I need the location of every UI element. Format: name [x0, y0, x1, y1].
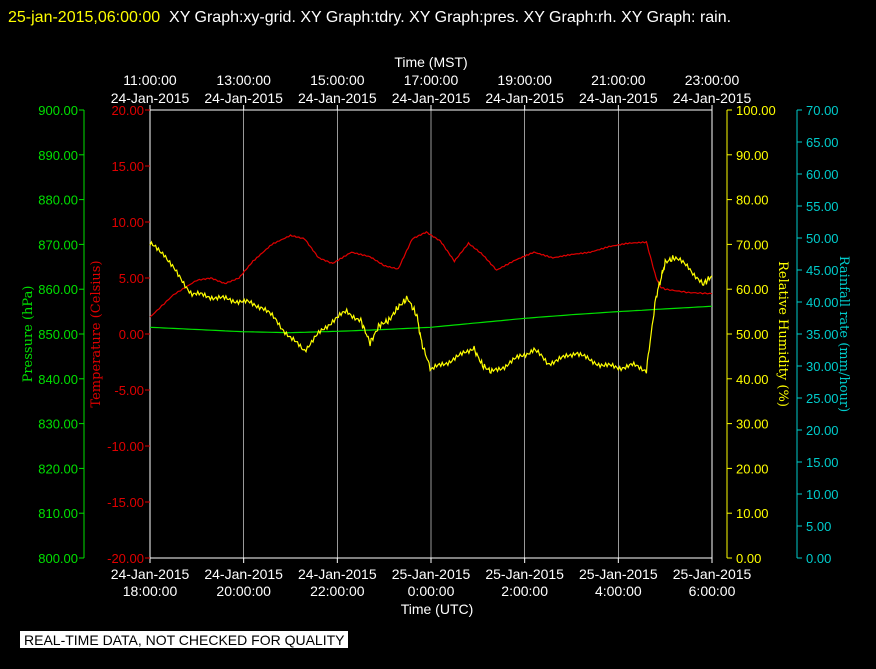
x-bottom-axis-label: Time (UTC) [401, 601, 474, 617]
pressure-tick-label: 810.00 [38, 506, 78, 521]
pressure-tick-label: 860.00 [38, 282, 78, 297]
series-line-pres [149, 305, 713, 334]
series-lines [149, 231, 713, 374]
x-bottom-tick-time: 0:00:00 [408, 583, 455, 599]
humidity-tick-label: 50.00 [736, 327, 769, 342]
x-top-tick-time: 11:00:00 [123, 72, 177, 88]
temperature-tick-label: 0.00 [119, 327, 144, 342]
humidity-tick-label: 70.00 [736, 237, 769, 252]
pressure-tick-label: 850.00 [38, 327, 78, 342]
axis-ticks: 24-Jan-201518:00:0024-Jan-201520:00:0024… [38, 72, 838, 599]
temperature-tick-label: -5.00 [114, 383, 144, 398]
x-top-tick-time: 19:00:00 [497, 72, 552, 88]
x-bottom-tick-time: 18:00:00 [123, 583, 178, 599]
rain-axis-label: Rainfall rate (mm/hour) [836, 256, 851, 412]
rain-tick-label: 10.00 [806, 487, 839, 502]
rain-tick-label: 25.00 [806, 391, 839, 406]
x-top-tick-date: 24-Jan-2015 [298, 90, 377, 106]
rain-tick-label: 50.00 [806, 231, 839, 246]
pressure-tick-label: 840.00 [38, 372, 78, 387]
x-top-axis-label: Time (MST) [394, 54, 467, 70]
series-line-tdry [149, 231, 713, 318]
x-bottom-tick-date: 25-Jan-2015 [485, 566, 564, 582]
temperature-tick-label: -10.00 [107, 439, 144, 454]
timestamp: 25-jan-2015,06:00:00 [8, 9, 161, 26]
graph-list: XY Graph:xy-grid. XY Graph:tdry. XY Grap… [169, 9, 732, 26]
series-line-rh [149, 240, 713, 374]
humidity-tick-label: 30.00 [736, 417, 769, 432]
pressure-tick-label: 820.00 [38, 461, 78, 476]
rain-tick-label: 55.00 [806, 199, 839, 214]
pressure-tick-label: 880.00 [38, 193, 78, 208]
x-top-tick-date: 24-Jan-2015 [111, 90, 190, 106]
humidity-tick-label: 80.00 [736, 193, 769, 208]
temperature-axis-label: Temperature (Celsius) [89, 260, 104, 407]
x-top-tick-date: 24-Jan-2015 [204, 90, 283, 106]
pressure-tick-label: 800.00 [38, 551, 78, 566]
x-bottom-tick-time: 4:00:00 [595, 583, 642, 599]
humidity-tick-label: 60.00 [736, 282, 769, 297]
temperature-tick-label: 15.00 [111, 159, 144, 174]
rain-tick-label: 30.00 [806, 359, 839, 374]
pressure-tick-label: 870.00 [38, 237, 78, 252]
chart-title: 25-jan-2015,06:00:00 XY Graph:xy-grid. X… [8, 4, 868, 32]
x-bottom-tick-time: 20:00:00 [216, 583, 271, 599]
pressure-axis-label: Pressure (hPa) [21, 286, 36, 383]
x-bottom-tick-date: 24-Jan-2015 [111, 566, 190, 582]
x-bottom-tick-date: 25-Jan-2015 [579, 566, 658, 582]
humidity-tick-label: 90.00 [736, 148, 769, 163]
rain-tick-label: 60.00 [806, 167, 839, 182]
pressure-tick-label: 830.00 [38, 417, 78, 432]
humidity-tick-label: 100.00 [736, 103, 776, 118]
humidity-tick-label: 0.00 [736, 551, 761, 566]
x-bottom-tick-time: 6:00:00 [689, 583, 736, 599]
pressure-tick-label: 890.00 [38, 148, 78, 163]
grid-lines [243, 110, 619, 558]
humidity-tick-label: 40.00 [736, 372, 769, 387]
x-top-tick-time: 17:00:00 [404, 72, 459, 88]
temperature-tick-label: -20.00 [107, 551, 144, 566]
x-bottom-tick-date: 25-Jan-2015 [673, 566, 752, 582]
temperature-tick-label: 5.00 [119, 271, 144, 286]
humidity-tick-label: 10.00 [736, 506, 769, 521]
x-top-tick-time: 13:00:00 [216, 72, 271, 88]
x-top-tick-date: 24-Jan-2015 [579, 90, 658, 106]
x-bottom-tick-time: 22:00:00 [310, 583, 365, 599]
rain-tick-label: 20.00 [806, 423, 839, 438]
x-top-tick-date: 24-Jan-2015 [485, 90, 564, 106]
x-bottom-tick-date: 24-Jan-2015 [298, 566, 377, 582]
x-top-tick-date: 24-Jan-2015 [673, 90, 752, 106]
rain-tick-label: 35.00 [806, 327, 839, 342]
x-top-tick-time: 15:00:00 [310, 72, 365, 88]
temperature-tick-label: 10.00 [111, 215, 144, 230]
x-top-tick-date: 24-Jan-2015 [392, 90, 471, 106]
rain-tick-label: 65.00 [806, 135, 839, 150]
rain-tick-label: 45.00 [806, 263, 839, 278]
pressure-tick-label: 900.00 [38, 103, 78, 118]
x-top-tick-time: 23:00:00 [685, 72, 740, 88]
humidity-tick-label: 20.00 [736, 461, 769, 476]
humidity-axis-label: Relative Humidity (%) [775, 261, 790, 407]
quality-disclaimer: REAL-TIME DATA, NOT CHECKED FOR QUALITY [20, 631, 349, 648]
rain-tick-label: 0.00 [806, 551, 831, 566]
rain-tick-label: 70.00 [806, 103, 839, 118]
x-bottom-tick-date: 25-Jan-2015 [392, 566, 471, 582]
rain-tick-label: 40.00 [806, 295, 839, 310]
rain-tick-label: 5.00 [806, 519, 831, 534]
temperature-tick-label: 20.00 [111, 103, 144, 118]
rain-tick-label: 15.00 [806, 455, 839, 470]
x-top-tick-time: 21:00:00 [591, 72, 646, 88]
x-bottom-tick-date: 24-Jan-2015 [204, 566, 283, 582]
x-bottom-tick-time: 2:00:00 [501, 583, 548, 599]
temperature-tick-label: -15.00 [107, 495, 144, 510]
